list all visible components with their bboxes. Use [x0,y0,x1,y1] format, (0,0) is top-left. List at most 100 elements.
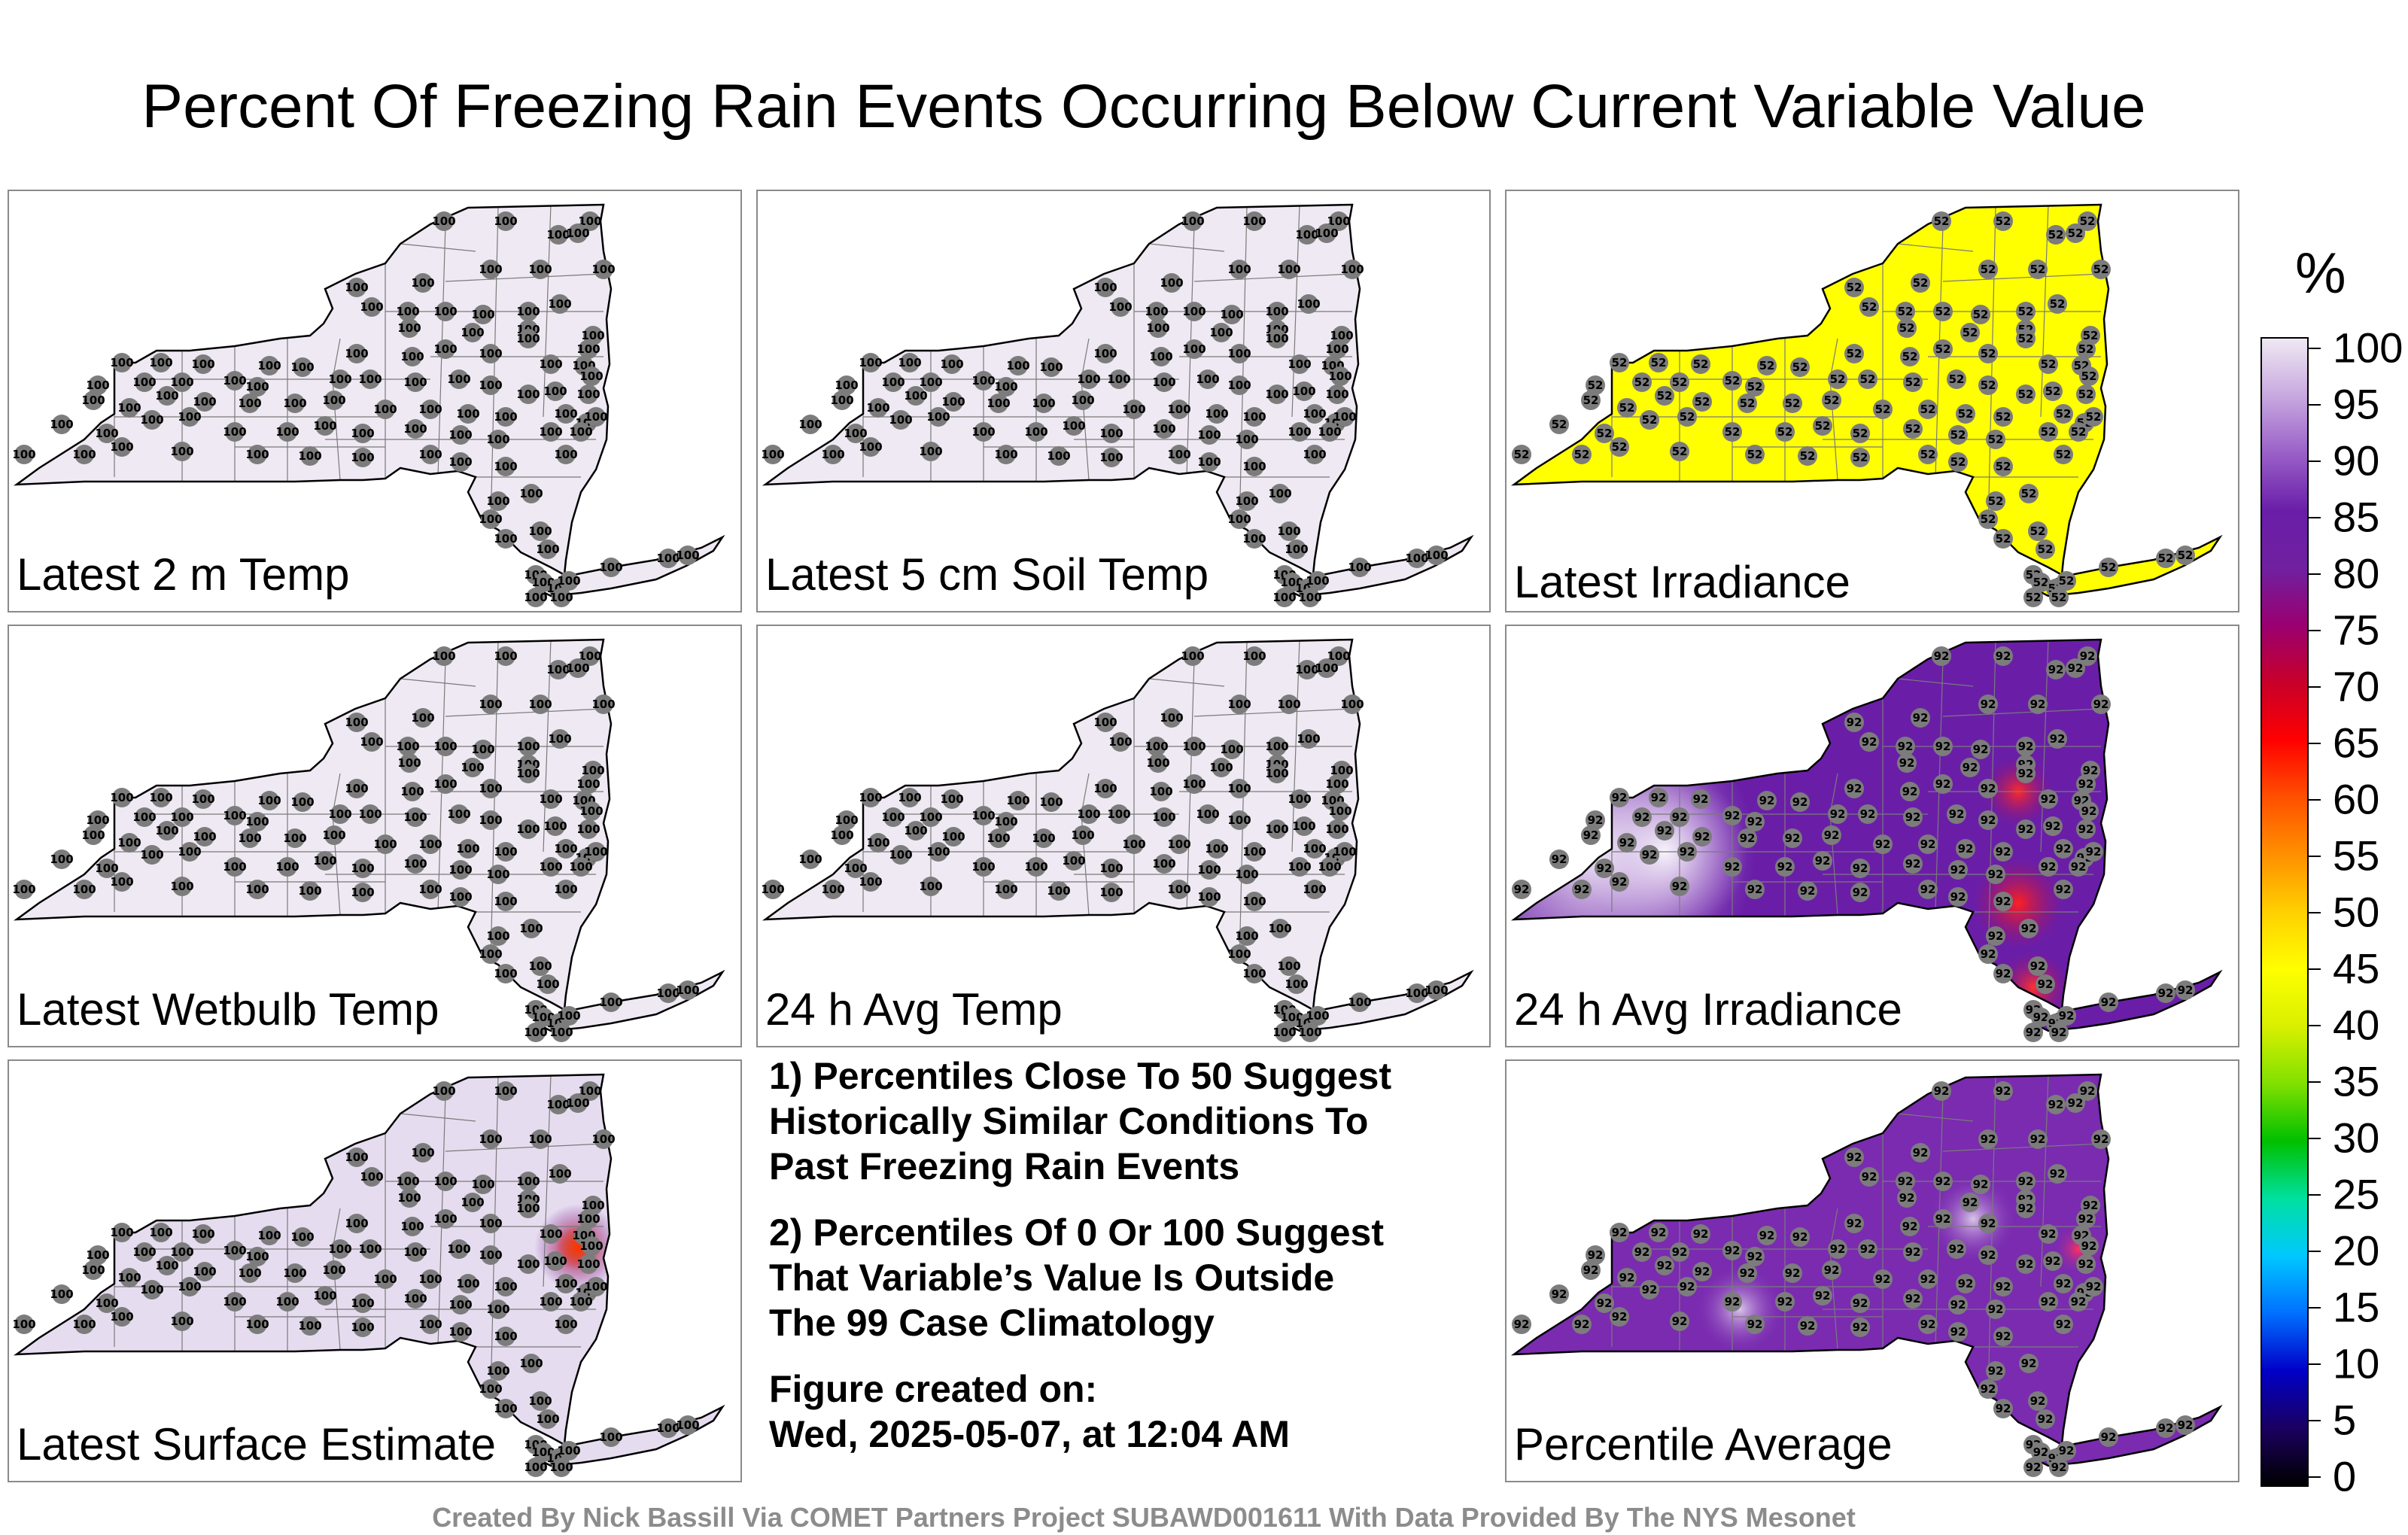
state-outline [13,203,613,577]
station-marker: 100 [86,1245,110,1265]
station-value: 100 [494,1084,517,1098]
station-marker: 100 [290,357,315,377]
station-value: 92 [1612,791,1628,804]
station-value: 52 [1973,308,1989,321]
station-value: 100 [345,1217,368,1230]
station-value: 92 [1996,1330,2011,1343]
station-value: 100 [50,418,73,431]
station-value: 100 [1265,388,1288,401]
station-value: 100 [539,1295,562,1309]
station-marker: 100 [1160,273,1184,293]
station-value: 100 [486,494,509,508]
station-value: 92 [1996,1280,2011,1293]
station-marker: 100 [418,834,442,854]
station-value: 100 [557,1444,580,1457]
station-marker: 100 [433,1172,458,1191]
station-marker: 92 [1956,839,1975,859]
station-marker: 100 [322,1260,346,1280]
station-value: 92 [1619,1271,1635,1284]
panel-label: Percentile Average [1514,1419,1893,1470]
station-marker: 92 [2084,842,2103,862]
station-value: 92 [1988,868,2004,881]
station-marker: 100 [345,1147,369,1167]
station-marker: 100 [110,1223,134,1242]
station-value: 92 [1853,1321,1868,1334]
station-marker: 100 [971,371,996,391]
station-marker: 100 [486,1299,510,1319]
station-marker: 52 [1610,353,1629,372]
station-value: 100 [358,372,382,386]
station-value: 92 [2041,860,2057,874]
station-value: 100 [1205,407,1228,421]
station-value: 100 [1107,372,1130,386]
station-value: 52 [2083,329,2099,342]
station-marker: 92 [1850,883,1870,902]
station-value: 92 [1853,886,1868,899]
station-marker: 100 [994,812,1018,831]
station-marker: 100 [566,1093,590,1113]
station-marker: 100 [1093,278,1117,297]
station-marker: 92 [1956,1274,1975,1293]
station-value: 92 [2051,1461,2067,1474]
station-marker: 100 [1146,753,1170,773]
station-value: 100 [170,375,193,389]
station-value: 92 [2030,1132,2046,1146]
station-value: 92 [2021,1357,2037,1370]
station-value: 100 [566,661,589,675]
station-marker: 100 [400,1217,424,1236]
station-value: 92 [1860,807,1876,821]
station-marker: 52 [1586,375,1605,395]
station-value: 92 [2086,1280,2102,1293]
station-value: 92 [2048,663,2064,676]
station-marker: 92 [2057,1006,2076,1026]
station-value: 92 [2158,1421,2174,1435]
station-value: 100 [1303,448,1326,461]
station-value: 100 [494,1402,517,1415]
station-marker: 100 [140,1280,164,1299]
station-marker: 52 [1932,211,1951,231]
station-value: 92 [1996,1084,2011,1098]
station-marker: 92 [2043,1251,2063,1271]
station-marker: 100 [1149,347,1173,366]
station-value: 100 [411,1146,434,1160]
station-value: 100 [1265,822,1288,836]
state-fill [17,640,722,1031]
station-value: 100 [859,791,882,804]
station-value: 100 [1227,263,1251,276]
station-marker: 100 [140,410,164,430]
created-label: Figure created on: [769,1368,1098,1410]
station-marker: 52 [1595,424,1614,443]
station-marker: 100 [479,1379,503,1399]
station-marker: 100 [418,1269,442,1289]
station-marker: 100 [1032,828,1056,848]
station-value: 100 [940,792,963,806]
station-marker: 92 [2048,729,2067,749]
station-value: 52 [1996,532,2011,546]
station-value: 100 [830,394,853,407]
station-value: 100 [117,1271,141,1284]
long-island-shape [536,972,722,1031]
station-marker: 92 [1896,1172,1915,1191]
station-value: 100 [86,378,109,392]
station-value: 100 [418,1272,442,1286]
station-marker: 92 [2028,695,2048,714]
station-value: 100 [1149,785,1172,798]
station-value: 100 [516,1175,540,1188]
station-marker: 100 [418,445,442,464]
station-marker: 100 [245,377,269,397]
state-shape [1514,1074,2109,1445]
station-value: 100 [155,1259,178,1272]
station-marker: 100 [548,1164,572,1184]
station-value: 52 [1777,425,1793,439]
station-marker: 92 [1844,713,1864,732]
station-marker: 100 [257,356,281,375]
station-marker: 100 [403,419,427,439]
station-marker: 92 [1903,1242,1923,1262]
station-value: 100 [1220,743,1243,756]
station-marker: 100 [578,211,602,231]
station-value: 92 [1988,929,2004,943]
station-value: 92 [1583,828,1599,842]
station-marker: 100 [578,1081,602,1101]
station-marker: 100 [1277,695,1301,714]
